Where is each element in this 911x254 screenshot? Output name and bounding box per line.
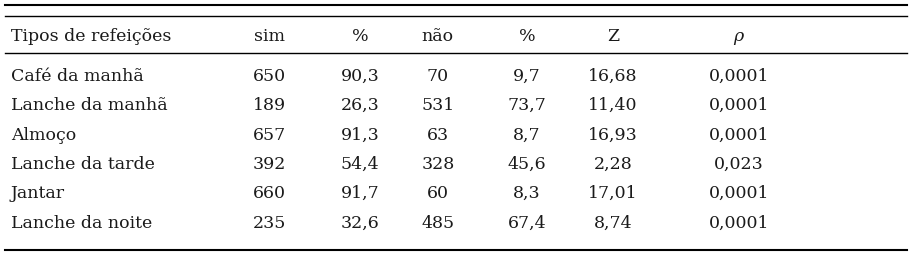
Text: 0,0001: 0,0001	[708, 97, 768, 114]
Text: 17,01: 17,01	[588, 185, 637, 201]
Text: 91,7: 91,7	[341, 185, 379, 201]
Text: %: %	[518, 28, 535, 45]
Text: 660: 660	[252, 185, 285, 201]
Text: 67,4: 67,4	[507, 214, 546, 231]
Text: 0,0001: 0,0001	[708, 214, 768, 231]
Text: 485: 485	[421, 214, 454, 231]
Text: Jantar: Jantar	[11, 185, 65, 201]
Text: Z: Z	[606, 28, 619, 45]
Text: 54,4: 54,4	[341, 155, 379, 172]
Text: 531: 531	[421, 97, 454, 114]
Text: 8,3: 8,3	[513, 185, 540, 201]
Text: 16,68: 16,68	[588, 68, 637, 85]
Text: 32,6: 32,6	[341, 214, 379, 231]
Text: sim: sim	[253, 28, 284, 45]
Text: 45,6: 45,6	[507, 155, 546, 172]
Text: 73,7: 73,7	[507, 97, 546, 114]
Text: %: %	[352, 28, 368, 45]
Text: 189: 189	[252, 97, 285, 114]
Text: Lanche da noite: Lanche da noite	[11, 214, 152, 231]
Text: não: não	[421, 28, 454, 45]
Text: 70: 70	[426, 68, 448, 85]
Text: 90,3: 90,3	[341, 68, 379, 85]
Text: ρ: ρ	[732, 28, 743, 45]
Text: 392: 392	[252, 155, 285, 172]
Text: Tipos de refeições: Tipos de refeições	[11, 28, 171, 45]
Text: 2,28: 2,28	[593, 155, 631, 172]
Text: Café da manhã: Café da manhã	[11, 68, 144, 85]
Text: 26,3: 26,3	[341, 97, 379, 114]
Text: 0,023: 0,023	[713, 155, 763, 172]
Text: 0,0001: 0,0001	[708, 126, 768, 143]
Text: Almoço: Almoço	[11, 126, 77, 143]
Text: 91,3: 91,3	[341, 126, 379, 143]
Text: 0,0001: 0,0001	[708, 185, 768, 201]
Text: 60: 60	[426, 185, 448, 201]
Text: 63: 63	[426, 126, 448, 143]
Text: Lanche da manhã: Lanche da manhã	[11, 97, 168, 114]
Text: 16,93: 16,93	[588, 126, 637, 143]
Text: 9,7: 9,7	[513, 68, 540, 85]
Text: 8,74: 8,74	[593, 214, 631, 231]
Text: 235: 235	[252, 214, 285, 231]
Text: 8,7: 8,7	[513, 126, 540, 143]
Text: 650: 650	[252, 68, 285, 85]
Text: 657: 657	[252, 126, 285, 143]
Text: 0,0001: 0,0001	[708, 68, 768, 85]
Text: 328: 328	[421, 155, 454, 172]
Text: 11,40: 11,40	[588, 97, 637, 114]
Text: Lanche da tarde: Lanche da tarde	[11, 155, 155, 172]
